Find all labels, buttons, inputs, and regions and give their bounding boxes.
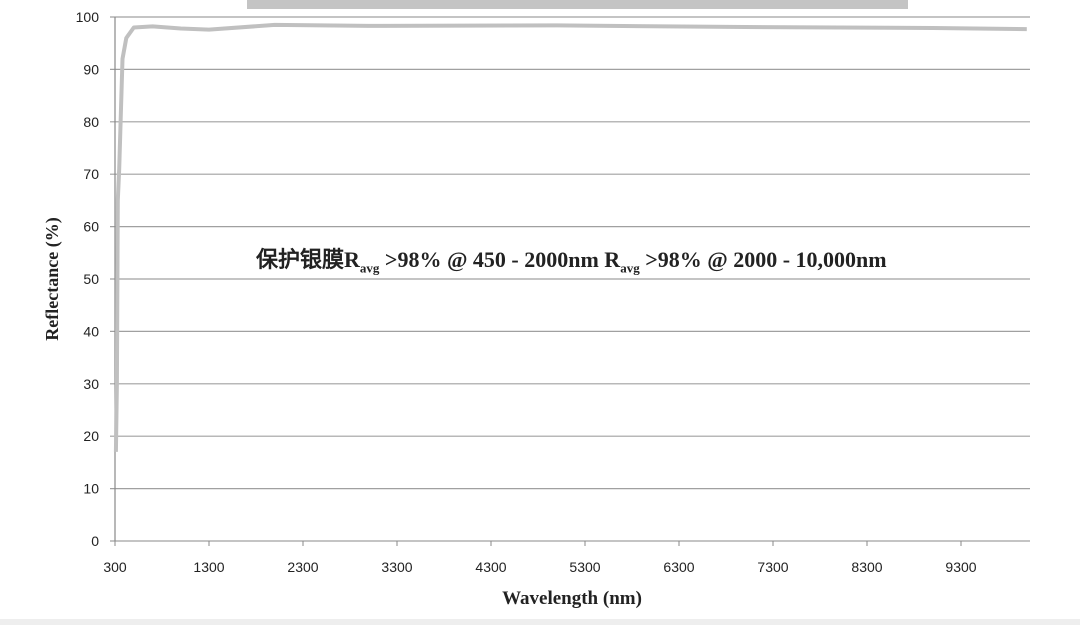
annotation-r1-sub: avg	[359, 260, 380, 276]
y-tick-label: 10	[83, 481, 99, 497]
y-tick-label: 20	[83, 428, 99, 444]
reflectance-line	[113, 22, 1027, 452]
x-tick-label: 2300	[287, 559, 318, 575]
y-axis-label: Reflectance (%)	[42, 217, 63, 340]
y-tick-label: 100	[76, 9, 100, 25]
x-tick-label: 5300	[569, 559, 600, 575]
x-tick-label: 7300	[757, 559, 788, 575]
y-tick-label: 50	[83, 271, 99, 287]
x-tick-label: 300	[103, 559, 127, 575]
y-tick-label: 30	[83, 376, 99, 392]
annotation-r2: R	[604, 247, 621, 272]
chart-annotation: 保护银膜Ravg >98% @ 450 - 2000nm Ravg >98% @…	[256, 242, 887, 276]
x-tick-label: 4300	[475, 559, 506, 575]
x-tick-label: 1300	[193, 559, 224, 575]
x-tick-label: 8300	[851, 559, 882, 575]
annotation-r1-text: >98% @ 450 - 2000nm	[379, 247, 605, 272]
y-tick-label: 80	[83, 114, 99, 130]
x-tick-label: 6300	[663, 559, 694, 575]
y-tick-label: 0	[91, 533, 99, 549]
y-tick-label: 40	[83, 323, 99, 339]
annotation-prefix: 保护银膜	[256, 247, 345, 272]
x-tick-label: 3300	[381, 559, 412, 575]
top-scroll-bar	[247, 0, 908, 9]
annotation-r2-sub: avg	[620, 260, 640, 276]
x-axis-label: Wavelength (nm)	[502, 588, 642, 609]
annotation-r2-text: >98% @ 2000 - 10,000nm	[639, 247, 887, 272]
y-tick-label: 70	[83, 166, 99, 182]
y-tick-label: 90	[83, 61, 99, 77]
x-tick-label: 9300	[945, 559, 976, 575]
y-tick-label: 60	[83, 219, 99, 235]
bottom-bar	[0, 619, 1080, 625]
annotation-r1: R	[344, 247, 360, 272]
